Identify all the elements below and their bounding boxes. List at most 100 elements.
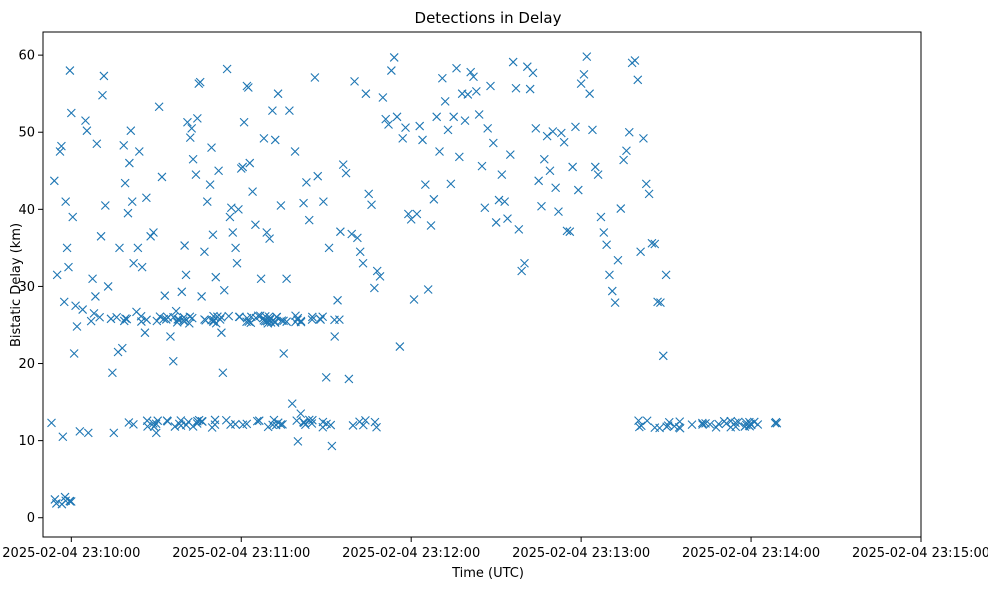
data-point [307, 315, 317, 324]
data-point [675, 423, 685, 433]
data-point [662, 422, 672, 432]
data-point [341, 168, 351, 178]
data-point [386, 66, 396, 75]
data-point [86, 316, 96, 326]
data-point [61, 197, 71, 207]
data-point [66, 497, 76, 506]
data-point [57, 141, 66, 151]
data-point [159, 314, 169, 324]
data-point [307, 415, 317, 425]
data-point [534, 176, 544, 186]
data-point [238, 420, 248, 430]
data-point [214, 166, 223, 176]
data-point [215, 315, 225, 324]
x-tick-label: 2025-02-04 23:14:00 [682, 546, 820, 561]
y-axis-ticks: 0 10 20 30 40 50 60 [18, 49, 43, 526]
data-point [307, 419, 317, 428]
data-point [263, 422, 273, 432]
data-point [265, 234, 274, 244]
data-point [92, 139, 102, 149]
data-point [590, 162, 600, 172]
data-point [137, 262, 147, 272]
data-point [217, 328, 226, 338]
data-point [508, 57, 518, 67]
data-point [66, 108, 76, 118]
data-point [753, 420, 763, 429]
data-point [69, 349, 79, 358]
data-point [290, 147, 300, 156]
data-point [310, 73, 320, 82]
data-point [155, 312, 165, 322]
data-point [361, 415, 370, 425]
data-point [264, 312, 274, 322]
data-point [100, 201, 110, 210]
data-point [82, 126, 92, 136]
data-point [443, 125, 453, 135]
x-tick-label: 2025-02-04 23:15:00 [852, 546, 988, 561]
data-point [124, 158, 134, 168]
data-point [265, 315, 275, 325]
data-point [469, 72, 478, 82]
data-point [146, 231, 156, 241]
data-point [409, 295, 419, 304]
data-point [537, 201, 546, 211]
data-point [210, 415, 220, 425]
data-point [596, 212, 606, 222]
y-tick-label: 50 [18, 126, 35, 141]
data-point [435, 147, 444, 156]
data-point [140, 328, 150, 338]
data-point [599, 228, 609, 237]
data-point [291, 311, 300, 321]
data-point [225, 212, 235, 222]
data-point [610, 298, 620, 308]
data-point [658, 351, 668, 361]
data-point [772, 418, 782, 428]
data-point [304, 215, 314, 225]
data-point [687, 420, 697, 430]
data-point [245, 158, 255, 168]
data-point [647, 238, 657, 248]
data-point [670, 421, 679, 431]
data-point [252, 416, 262, 426]
data-point [429, 194, 439, 204]
data-point [639, 134, 648, 143]
data-point [525, 84, 535, 94]
data-point [181, 270, 191, 280]
y-tick-label: 60 [18, 49, 35, 64]
data-point [505, 150, 515, 159]
data-point [466, 67, 476, 77]
data-point [642, 416, 652, 426]
data-point [355, 417, 364, 427]
data-point [398, 134, 408, 143]
data-point [401, 123, 410, 132]
data-point [579, 70, 589, 79]
data-point [187, 313, 197, 323]
data-point [491, 218, 501, 227]
data-point [548, 127, 558, 136]
data-point [613, 255, 623, 265]
y-tick-label: 40 [18, 203, 35, 218]
data-point [568, 162, 578, 172]
data-point [539, 154, 549, 164]
data-point [89, 309, 99, 318]
data-point [134, 147, 144, 156]
data-point [59, 297, 69, 307]
data-point [242, 317, 251, 327]
data-point [122, 314, 132, 324]
data-point [65, 496, 75, 506]
x-tick-label: 2025-02-04 23:10:00 [2, 546, 140, 561]
data-point [559, 137, 569, 147]
data-point [72, 322, 82, 331]
data-point [347, 229, 357, 239]
data-point [207, 143, 216, 153]
data-point [47, 418, 56, 428]
x-axis-label: Time (UTC) [451, 566, 524, 581]
data-point [235, 312, 245, 322]
data-point [71, 301, 80, 311]
data-point [195, 77, 205, 87]
data-point [64, 262, 73, 272]
data-point [205, 180, 215, 190]
data-point [279, 349, 289, 358]
data-point [664, 417, 674, 427]
data-point [426, 221, 436, 230]
